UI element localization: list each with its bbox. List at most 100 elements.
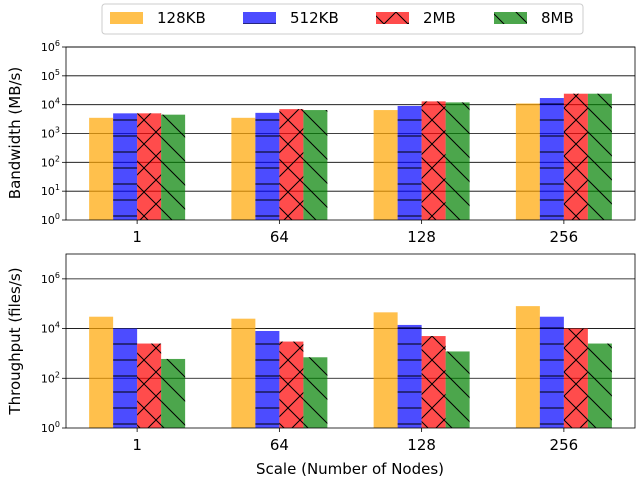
bar [373, 312, 398, 428]
bar-hatch [161, 358, 186, 428]
bar-8mb-256 [587, 343, 612, 428]
bar-512kb-64 [255, 330, 280, 428]
bar-512kb-256 [539, 316, 564, 428]
bar-hatch [397, 324, 422, 428]
x-tick-label: 64 [270, 436, 289, 454]
bar [231, 318, 256, 428]
y-tick-label: 106 [41, 271, 60, 286]
bar-512kb-1 [113, 328, 138, 428]
bar-512kb-64 [255, 112, 280, 220]
bar-512kb-1 [113, 113, 138, 220]
bar [515, 306, 540, 428]
bar-2mb-128 [421, 336, 446, 428]
legend-item-8mb: 8MB [494, 9, 574, 27]
y-tick-label: 102 [41, 370, 60, 385]
plot-frame [65, 253, 636, 429]
legend-frame [101, 3, 584, 35]
bar-hatch [303, 110, 328, 220]
bar-8mb-256 [587, 93, 612, 220]
y-tick-label: 103 [41, 126, 60, 141]
bar-2mb-1 [137, 113, 162, 220]
y-tick-label: 100 [41, 420, 60, 435]
bandwidth-chart: Bandwidth (MB/s) 100 101 102 103 104 105 106 1 6… [6, 39, 636, 246]
bar-hatch [279, 341, 304, 428]
bar-2mb-128 [421, 101, 446, 220]
bar-8mb-1 [161, 114, 186, 220]
x-tick-label: 1 [132, 436, 142, 454]
y-tick-label: 106 [41, 39, 60, 54]
y-tick-label: 105 [41, 68, 60, 83]
bar-hatch [113, 113, 138, 220]
plot-frame [65, 46, 636, 221]
x-tick-label: 128 [407, 228, 436, 246]
legend-label: 8MB [541, 9, 574, 27]
bar-128kb-1 [89, 117, 114, 220]
bar-512kb-128 [397, 105, 422, 220]
bar-128kb-128 [373, 110, 398, 220]
bar-8mb-1 [161, 358, 186, 428]
y-tick-label: 100 [41, 212, 60, 227]
bar-128kb-1 [89, 316, 114, 428]
legend-swatch-hatch [243, 12, 276, 24]
y-tick-label: 104 [41, 321, 60, 336]
legend-swatch-hatch [494, 12, 527, 24]
y-tick-label: 102 [41, 154, 60, 169]
bar-hatch [563, 328, 588, 428]
bar-hatch [113, 328, 138, 428]
y-tick-label: 104 [41, 97, 60, 112]
y-tick-label: 101 [41, 183, 60, 198]
bar-2mb-1 [137, 343, 162, 428]
bar-2mb-256 [563, 93, 588, 220]
bar-hatch [303, 357, 328, 428]
bar-hatch [161, 114, 186, 220]
bar-128kb-256 [515, 306, 540, 428]
bar [515, 103, 540, 220]
legend-label: 512KB [290, 9, 339, 27]
legend-swatch-hatch [376, 12, 409, 24]
bar-hatch [421, 336, 446, 428]
x-tick-label: 256 [550, 228, 579, 246]
bar-hatch [421, 101, 446, 220]
bar [373, 110, 398, 220]
throughput-chart: Throughput (files/s) Scale (Number of No… [6, 253, 636, 478]
x-tick-label: 128 [407, 436, 436, 454]
x-tick-label: 256 [550, 436, 579, 454]
bar-128kb-64 [231, 117, 256, 220]
bar-2mb-64 [279, 109, 304, 220]
bar-hatch [255, 330, 280, 428]
bar-2mb-256 [563, 328, 588, 428]
legend-item-128kb: 128KB [110, 9, 206, 27]
bar-8mb-128 [445, 351, 470, 428]
bar-hatch [137, 113, 162, 220]
bar-8mb-64 [303, 357, 328, 428]
bar-512kb-256 [539, 98, 564, 220]
bar [231, 117, 256, 220]
bar-hatch [539, 98, 564, 220]
bar-hatch [587, 343, 612, 428]
legend-item-512kb: 512KB [243, 9, 339, 27]
bandwidth-y-axis-label: Bandwidth (MB/s) [6, 67, 24, 199]
bar-hatch [279, 109, 304, 220]
bar-hatch [397, 105, 422, 220]
bar-2mb-64 [279, 341, 304, 428]
bar-hatch [539, 316, 564, 428]
legend-label: 128KB [157, 9, 206, 27]
bar-128kb-128 [373, 312, 398, 428]
legend-label: 2MB [423, 9, 456, 27]
x-axis-label: Scale (Number of Nodes) [256, 460, 444, 478]
legend-swatch [110, 12, 143, 24]
bar-hatch [445, 102, 470, 220]
bar-hatch [255, 112, 280, 220]
x-tick-label: 64 [270, 228, 289, 246]
bar-8mb-64 [303, 110, 328, 220]
bar-128kb-256 [515, 103, 540, 220]
chart-legend: 128KB 512KB 2MB 8MB [101, 3, 584, 35]
bar-hatch [587, 93, 612, 220]
bar [89, 117, 114, 220]
legend-item-2mb: 2MB [376, 9, 456, 27]
throughput-y-axis-label: Throughput (files/s) [6, 267, 24, 415]
bar-hatch [137, 343, 162, 428]
bar-128kb-64 [231, 318, 256, 428]
x-tick-label: 1 [132, 228, 142, 246]
